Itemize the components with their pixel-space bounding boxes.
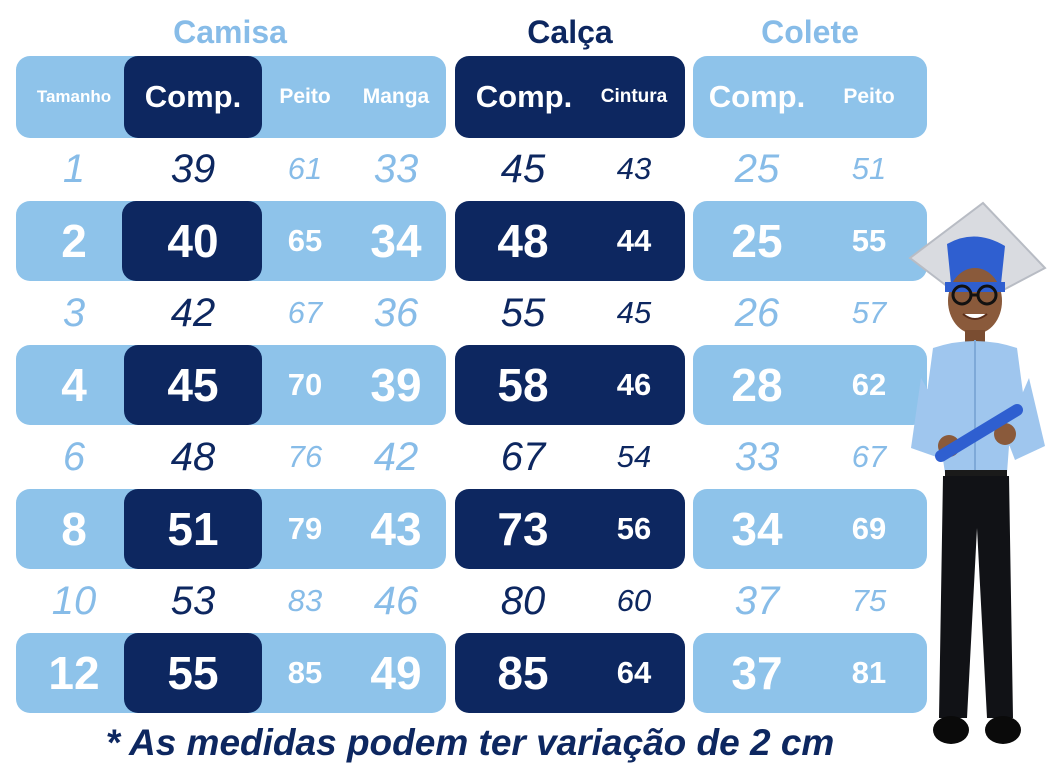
header-calca-cintura: Cintura bbox=[600, 86, 668, 107]
cell-tamanho: 2 bbox=[61, 215, 87, 267]
cell-camisa-manga: 36 bbox=[373, 290, 419, 335]
camisa-comp-header-highlight bbox=[124, 56, 262, 138]
cell-colete-peito: 51 bbox=[851, 151, 887, 186]
cell-colete-peito: 81 bbox=[851, 655, 887, 690]
camisa-title: Camisa bbox=[173, 14, 287, 50]
comp-highlight bbox=[124, 489, 262, 569]
calca-title: Calça bbox=[527, 14, 613, 50]
calca-row-bar bbox=[455, 345, 685, 425]
colete-row-bar bbox=[693, 201, 927, 281]
cell-colete-comp: 28 bbox=[731, 359, 783, 411]
colete-header-bar bbox=[693, 56, 927, 138]
cell-camisa-peito: 76 bbox=[287, 439, 323, 474]
cell-colete-comp: 25 bbox=[734, 146, 780, 191]
cell-camisa-comp: 39 bbox=[170, 146, 216, 191]
cell-camisa-manga: 34 bbox=[370, 215, 422, 267]
cell-tamanho: 8 bbox=[61, 503, 87, 555]
cell-camisa-comp: 55 bbox=[167, 647, 219, 699]
cell-tamanho: 12 bbox=[48, 647, 100, 699]
calca-row-bar bbox=[455, 489, 685, 569]
cell-calca-comp: 85 bbox=[497, 647, 549, 699]
cell-camisa-peito: 67 bbox=[287, 295, 323, 330]
cell-camisa-comp: 45 bbox=[167, 359, 219, 411]
cell-camisa-manga: 46 bbox=[373, 578, 419, 623]
header-camisa-comp: Comp. bbox=[144, 79, 242, 114]
cell-camisa-comp: 42 bbox=[170, 290, 216, 335]
comp-highlight bbox=[124, 633, 262, 713]
header-calca-comp: Comp. bbox=[475, 79, 573, 114]
cell-colete-peito: 62 bbox=[851, 367, 887, 402]
cell-camisa-manga: 42 bbox=[373, 434, 419, 479]
measurement-note: * As medidas podem ter variação de 2 cm bbox=[105, 722, 835, 763]
cell-camisa-peito: 65 bbox=[287, 223, 323, 258]
cell-camisa-peito: 83 bbox=[287, 583, 323, 618]
cell-camisa-manga: 33 bbox=[373, 146, 419, 191]
cell-camisa-peito: 85 bbox=[287, 655, 323, 690]
cell-calca-cintura: 56 bbox=[616, 511, 652, 546]
cell-colete-peito: 75 bbox=[851, 583, 887, 618]
cell-calca-comp: 55 bbox=[500, 290, 546, 335]
cell-colete-peito: 67 bbox=[851, 439, 887, 474]
cell-camisa-manga: 39 bbox=[370, 359, 422, 411]
cell-calca-comp: 80 bbox=[500, 578, 546, 623]
cell-colete-comp: 37 bbox=[731, 647, 783, 699]
cell-tamanho: 4 bbox=[61, 359, 87, 411]
cell-calca-cintura: 43 bbox=[616, 151, 652, 186]
calca-row-bar bbox=[455, 633, 685, 713]
colete-row-bar bbox=[693, 489, 927, 569]
header-colete-comp: Comp. bbox=[708, 79, 806, 114]
comp-highlight bbox=[124, 345, 262, 425]
cell-calca-cintura: 54 bbox=[616, 439, 652, 474]
cell-calca-cintura: 64 bbox=[616, 655, 652, 690]
header-camisa-peito: Peito bbox=[279, 85, 331, 108]
boy-in-graduation-outfit-icon bbox=[908, 201, 1047, 744]
cell-colete-peito: 69 bbox=[851, 511, 887, 546]
cell-camisa-comp: 51 bbox=[167, 503, 219, 555]
cell-calca-cintura: 45 bbox=[616, 295, 652, 330]
colete-row-bar bbox=[693, 633, 927, 713]
cell-camisa-peito: 79 bbox=[287, 511, 323, 546]
cell-camisa-peito: 61 bbox=[287, 151, 323, 186]
colete-row-bar bbox=[693, 345, 927, 425]
cell-camisa-comp: 40 bbox=[167, 215, 219, 267]
cell-colete-comp: 33 bbox=[734, 434, 780, 479]
cell-colete-peito: 55 bbox=[851, 223, 887, 258]
header-camisa-manga: Manga bbox=[362, 85, 430, 108]
cell-calca-comp: 48 bbox=[497, 215, 549, 267]
cell-camisa-comp: 53 bbox=[170, 578, 216, 623]
calca-row-bar bbox=[455, 201, 685, 281]
cell-colete-comp: 34 bbox=[731, 503, 783, 555]
cell-colete-peito: 57 bbox=[851, 295, 887, 330]
cell-calca-comp: 58 bbox=[497, 359, 549, 411]
cell-calca-comp: 45 bbox=[500, 146, 546, 191]
cell-tamanho: 1 bbox=[62, 146, 86, 191]
cell-calca-cintura: 60 bbox=[616, 583, 652, 618]
header-colete-peito: Peito bbox=[843, 85, 895, 108]
cell-tamanho: 10 bbox=[51, 578, 97, 623]
cell-camisa-comp: 48 bbox=[170, 434, 216, 479]
cell-tamanho: 6 bbox=[62, 434, 86, 479]
cell-colete-comp: 26 bbox=[734, 290, 780, 335]
cell-calca-comp: 73 bbox=[497, 503, 549, 555]
cell-camisa-manga: 43 bbox=[370, 503, 422, 555]
cell-calca-comp: 67 bbox=[500, 434, 546, 479]
colete-title: Colete bbox=[761, 14, 859, 50]
cell-calca-cintura: 46 bbox=[616, 367, 652, 402]
header-tamanho: Tamanho bbox=[36, 87, 112, 106]
calca-header-bar bbox=[455, 56, 685, 138]
cell-camisa-manga: 49 bbox=[370, 647, 422, 699]
cell-calca-cintura: 44 bbox=[616, 223, 652, 258]
cell-camisa-peito: 70 bbox=[287, 367, 323, 402]
cell-colete-comp: 37 bbox=[734, 578, 780, 623]
cell-colete-comp: 25 bbox=[731, 215, 783, 267]
cell-tamanho: 3 bbox=[62, 290, 86, 335]
comp-highlight bbox=[122, 201, 262, 281]
